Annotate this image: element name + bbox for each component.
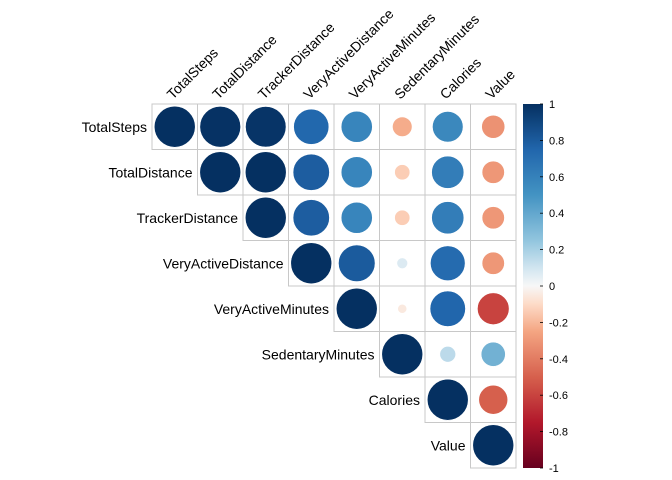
colorbar-gradient xyxy=(523,104,543,468)
correlation-circle xyxy=(293,108,330,145)
colorbar-tick-label: 0.6 xyxy=(549,172,564,184)
row-label: SedentaryMinutes xyxy=(262,346,375,362)
row-label: TotalSteps xyxy=(82,119,147,135)
correlation-circle xyxy=(432,111,464,143)
column-label: VeryActiveMinutes xyxy=(346,9,439,102)
correlation-circle xyxy=(478,384,509,415)
correlation-circle xyxy=(153,105,196,148)
correlation-circle xyxy=(481,206,505,230)
row-label: TotalDistance xyxy=(108,164,192,180)
correlation-circle xyxy=(290,242,333,285)
colorbar-tick-label: -0.8 xyxy=(549,427,568,439)
matrix-cell xyxy=(470,422,517,469)
row-label: Value xyxy=(431,437,466,453)
row-label: Calories xyxy=(369,392,420,408)
colorbar-tick-label: -1 xyxy=(549,463,559,475)
correlation-circle xyxy=(292,153,330,191)
colorbar-tick-label: 0 xyxy=(549,281,555,293)
correlation-circle xyxy=(245,106,287,148)
correlation-circle xyxy=(481,251,505,275)
correlation-circle xyxy=(199,106,241,148)
colorbar-tick-label: 0.2 xyxy=(549,245,564,257)
correlation-circle xyxy=(396,257,408,269)
column-labels: TotalStepsTotalDistanceTrackerDistanceVe… xyxy=(164,5,519,102)
correlation-circle xyxy=(335,287,378,330)
correlation-circle xyxy=(292,199,330,237)
row-label: TrackerDistance xyxy=(137,210,239,226)
correlation-circle xyxy=(394,164,411,181)
correlation-circle xyxy=(481,114,506,139)
correlation-circle xyxy=(481,160,505,184)
column-label: Value xyxy=(482,66,518,102)
correlation-circle xyxy=(381,333,424,376)
correlation-circle xyxy=(199,151,242,194)
column-label: TrackerDistance xyxy=(255,19,338,102)
matrix-cells xyxy=(151,103,517,469)
correlation-circle xyxy=(439,346,456,363)
correlation-circle xyxy=(340,156,373,189)
correlation-circle xyxy=(426,378,469,421)
correlation-circle xyxy=(430,245,466,281)
correlation-circle xyxy=(431,155,465,189)
colorbar-tick-label: -0.2 xyxy=(549,317,568,329)
row-labels: TotalSteps TotalDistance TrackerDistance Ve… xyxy=(82,119,466,454)
row-label: VeryActiveMinutes xyxy=(214,301,329,317)
column-label: SedentaryMinutes xyxy=(391,11,482,102)
correlation-circle xyxy=(340,110,373,143)
correlation-circle xyxy=(480,341,506,367)
correlation-circle xyxy=(392,116,413,137)
colorbar-tick-label: -0.4 xyxy=(549,354,568,366)
correlation-circle xyxy=(340,201,373,234)
column-label: Calories xyxy=(437,54,485,102)
correlation-circle xyxy=(244,151,287,194)
colorbar-tick-label: -0.6 xyxy=(549,390,568,402)
correlation-circle xyxy=(429,290,466,327)
correlation-circle xyxy=(472,424,515,467)
correlation-circle xyxy=(338,244,376,282)
colorbar-tick-label: 0.4 xyxy=(549,208,564,220)
colorbar-tick-label: 0.8 xyxy=(549,135,564,147)
correlation-circle xyxy=(394,209,411,226)
correlation-circle xyxy=(431,201,465,235)
colorbar-tick-label: 1 xyxy=(549,99,555,111)
colorbar: 1 0.8 0.6 0.4 0.2 0 -0.2 -0.4 -0.6 -0.8 -1 xyxy=(523,99,568,475)
correlation-circle xyxy=(244,196,287,239)
correlation-circle xyxy=(477,292,510,325)
row-label: VeryActiveDistance xyxy=(163,255,284,271)
matrix-circles xyxy=(153,105,515,467)
correlation-circle xyxy=(397,303,408,314)
